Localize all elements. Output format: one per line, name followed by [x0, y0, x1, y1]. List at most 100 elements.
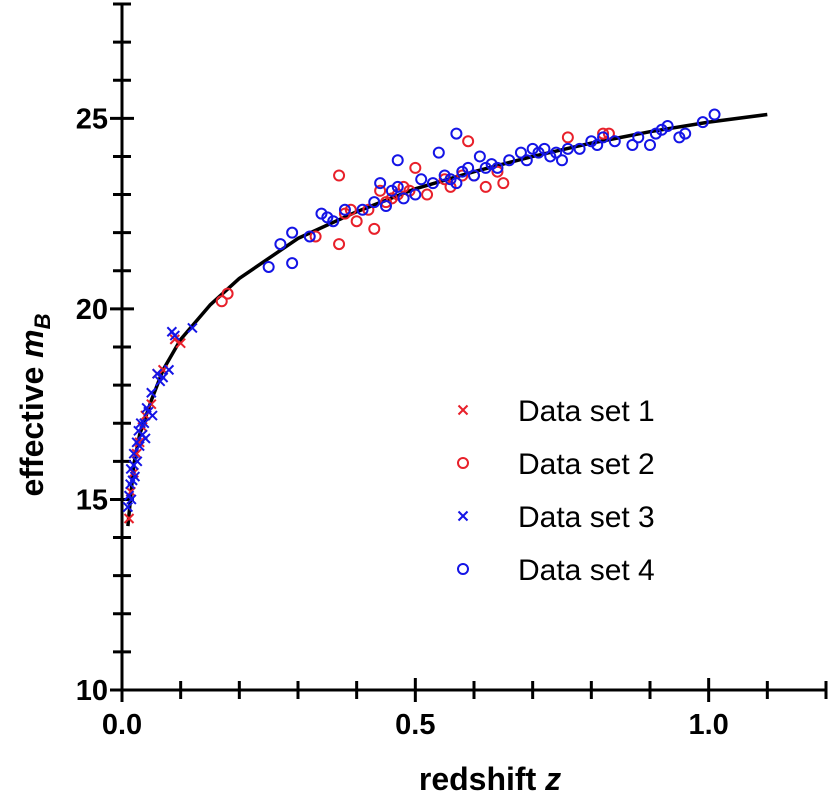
- legend-marker-symbol: [457, 404, 469, 416]
- data-point: [374, 184, 387, 197]
- y-tick-label: 15: [76, 484, 108, 516]
- legend-marker-symbol: [457, 457, 469, 469]
- y-tick-label: 10: [76, 675, 108, 707]
- data-point: [132, 456, 143, 467]
- data-point: [462, 161, 475, 174]
- data-point: [356, 203, 369, 216]
- data-point: [126, 494, 137, 505]
- data-point: [514, 146, 527, 159]
- data-point: [374, 177, 387, 190]
- data-point: [561, 131, 574, 144]
- data-point: [350, 215, 363, 228]
- data-point: [608, 135, 621, 148]
- data-point: [274, 238, 287, 251]
- data-point: [397, 192, 410, 205]
- x-tick-label: 0.5: [395, 709, 435, 741]
- data-point: [538, 142, 551, 155]
- ticks: 0.0 0.5 1.0 10 15 20 25: [76, 2, 828, 741]
- data-point: [380, 199, 392, 212]
- data-point: [421, 188, 434, 201]
- data-point: [333, 169, 346, 182]
- data-point: [456, 169, 469, 182]
- data-point: [286, 257, 299, 270]
- x-axis-title: redshift z: [419, 761, 561, 797]
- data-point: [491, 165, 504, 178]
- data-point: [473, 150, 486, 163]
- data-point: [491, 161, 504, 174]
- data-point: [169, 334, 181, 345]
- data-point: [327, 215, 340, 228]
- data-point: [368, 222, 381, 235]
- legend-marker-3: [457, 510, 469, 522]
- data-point: [134, 440, 145, 452]
- legend-item-3: Data set 3: [457, 501, 655, 534]
- data-point: [391, 154, 404, 167]
- data-point: [151, 368, 163, 379]
- data-point: [661, 119, 674, 132]
- data-point: [286, 226, 299, 239]
- data-point: [344, 203, 357, 216]
- data-point: [129, 471, 141, 482]
- legend: Data set 1 Data set 2 Data set 3 Data se…: [457, 395, 655, 587]
- data-point: [391, 180, 404, 193]
- data-point: [415, 173, 428, 186]
- legend-item-2: Data set 2: [457, 448, 655, 481]
- data-point: [591, 139, 604, 152]
- data-point: [409, 161, 422, 174]
- data-point: [597, 131, 610, 144]
- series-4: [262, 108, 721, 273]
- data-point: [468, 169, 480, 182]
- data-point: [139, 418, 150, 429]
- y-tick-label: 20: [76, 294, 108, 326]
- data-point: [140, 433, 151, 444]
- data-point: [163, 364, 175, 376]
- data-point: [438, 173, 451, 186]
- data-point: [450, 177, 463, 190]
- data-point: [128, 448, 139, 459]
- data-point: [597, 127, 610, 140]
- data-point: [462, 135, 475, 148]
- data-point: [157, 372, 169, 383]
- data-point: [626, 139, 639, 152]
- data-point: [426, 177, 439, 190]
- legend-marker-1: [457, 404, 469, 416]
- legend-marker-4: [457, 563, 469, 575]
- x-tick-label: 0.0: [102, 709, 142, 741]
- data-point: [497, 177, 510, 190]
- data-point: [520, 154, 533, 167]
- data-point: [175, 337, 186, 349]
- data-point: [368, 196, 381, 209]
- data-point: [134, 437, 145, 448]
- data-point: [679, 127, 692, 140]
- legend-item-4: Data set 4: [457, 554, 655, 587]
- data-point: [561, 142, 574, 155]
- data-point: [573, 142, 586, 155]
- y-axis-title: effective mB: [14, 313, 55, 496]
- legend-label-4: Data set 4: [518, 554, 655, 587]
- data-point: [333, 238, 346, 251]
- data-point: [503, 154, 516, 167]
- data-point: [550, 146, 563, 159]
- series-3: [122, 322, 198, 513]
- data-point: [450, 127, 463, 140]
- data-point: [146, 387, 157, 398]
- legend-marker-2: [457, 457, 469, 469]
- data-point: [221, 287, 234, 300]
- data-point: [409, 188, 422, 201]
- data-point: [135, 418, 146, 429]
- data-point: [169, 330, 181, 341]
- y-tick-label: 25: [76, 103, 108, 135]
- legend-label-2: Data set 2: [518, 448, 655, 481]
- legend-marker-symbol: [457, 510, 469, 522]
- series-2: [215, 127, 615, 308]
- data-point: [262, 260, 275, 273]
- data-point: [362, 203, 375, 216]
- data-point: [122, 501, 134, 513]
- data-point: [632, 131, 645, 144]
- series-1: [123, 334, 186, 524]
- legend-label-1: Data set 1: [518, 395, 655, 428]
- legend-item-1: Data set 1: [457, 395, 655, 428]
- data-point: [432, 146, 445, 159]
- data-point: [123, 513, 135, 524]
